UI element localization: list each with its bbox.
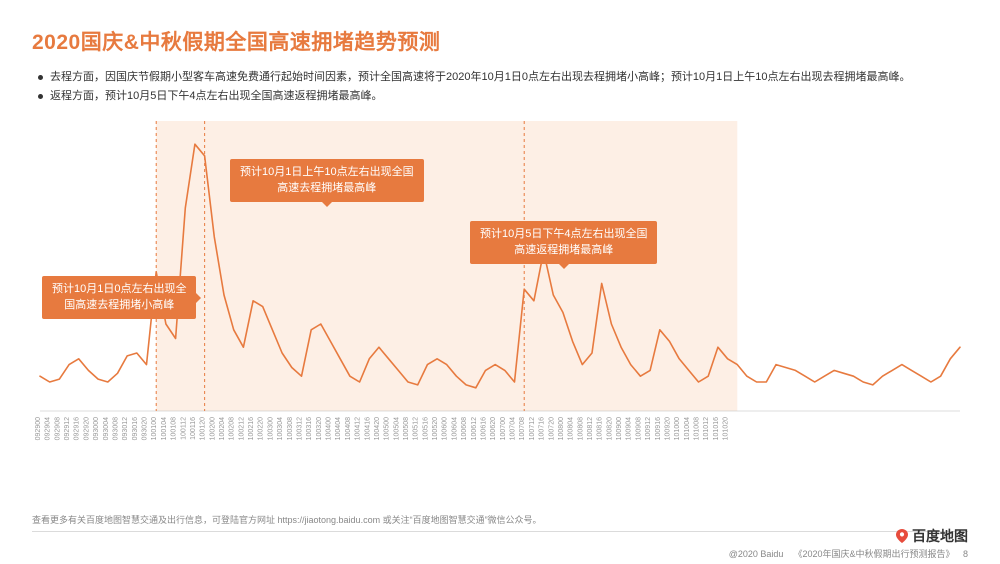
baidu-maps-logo: 百度地图: [896, 526, 968, 546]
logo-text: 百度地图: [912, 526, 968, 546]
copyright-line: @2020 Baidu 《2020年国庆&中秋假期出行预测报告》 8: [729, 547, 968, 560]
svg-text:100700: 100700: [500, 417, 507, 440]
svg-text:100316: 100316: [306, 417, 313, 440]
svg-text:100716: 100716: [539, 417, 546, 440]
copyright-text: @2020 Baidu: [729, 549, 784, 559]
svg-text:100120: 100120: [200, 417, 207, 440]
svg-text:100116: 100116: [190, 417, 197, 440]
svg-text:100308: 100308: [287, 417, 294, 440]
svg-text:100804: 100804: [568, 417, 575, 440]
svg-text:092900: 092900: [35, 417, 42, 440]
footer-divider: [32, 531, 968, 532]
svg-text:101012: 101012: [703, 417, 710, 440]
svg-text:101020: 101020: [723, 417, 730, 440]
svg-text:100812: 100812: [587, 417, 594, 440]
svg-text:100608: 100608: [461, 417, 468, 440]
svg-text:100504: 100504: [393, 417, 400, 440]
svg-text:100604: 100604: [451, 417, 458, 440]
svg-text:100516: 100516: [422, 417, 429, 440]
svg-text:100612: 100612: [471, 417, 478, 440]
page-title: 2020国庆&中秋假期全国高速拥堵趋势预测: [32, 26, 968, 56]
svg-text:100300: 100300: [267, 417, 274, 440]
svg-text:100108: 100108: [171, 417, 178, 440]
svg-text:101016: 101016: [713, 417, 720, 440]
svg-text:100820: 100820: [606, 417, 613, 440]
svg-text:092920: 092920: [83, 417, 90, 440]
svg-text:093000: 093000: [93, 417, 100, 440]
svg-text:092912: 092912: [64, 417, 71, 440]
slide-root: 2020国庆&中秋假期全国高速拥堵趋势预测 去程方面，因国庆节假期小型客车高速免…: [0, 0, 1000, 564]
svg-text:100720: 100720: [548, 417, 555, 440]
svg-text:100304: 100304: [277, 417, 284, 440]
svg-text:100616: 100616: [480, 417, 487, 440]
svg-text:100708: 100708: [519, 417, 526, 440]
footnote-text: 查看更多有关百度地图智慧交通及出行信息，可登陆官方网址 https://jiao…: [32, 513, 542, 526]
svg-text:100200: 100200: [209, 417, 216, 440]
svg-text:100412: 100412: [355, 417, 362, 440]
svg-text:093016: 093016: [132, 417, 139, 440]
svg-text:100600: 100600: [442, 417, 449, 440]
svg-text:100704: 100704: [510, 417, 517, 440]
svg-text:100100: 100100: [151, 417, 158, 440]
svg-text:100420: 100420: [374, 417, 381, 440]
svg-text:100416: 100416: [364, 417, 371, 440]
svg-text:100508: 100508: [403, 417, 410, 440]
svg-text:101004: 101004: [684, 417, 691, 440]
bullet-item: 去程方面，因国庆节假期小型客车高速免费通行起始时间因素，预计全国高速将于2020…: [38, 68, 968, 87]
svg-text:100908: 100908: [635, 417, 642, 440]
svg-text:100104: 100104: [161, 417, 168, 440]
bullet-list: 去程方面，因国庆节假期小型客车高速免费通行起始时间因素，预计全国高速将于2020…: [32, 68, 968, 105]
svg-text:100216: 100216: [248, 417, 255, 440]
svg-text:100808: 100808: [577, 417, 584, 440]
svg-text:100212: 100212: [238, 417, 245, 440]
svg-text:100204: 100204: [219, 417, 226, 440]
svg-text:100500: 100500: [384, 417, 391, 440]
chart-annotation: 预计10月1日上午10点左右出现全国高速去程拥堵最高峰: [230, 159, 424, 202]
svg-text:093012: 093012: [122, 417, 129, 440]
svg-text:100312: 100312: [296, 417, 303, 440]
svg-text:100620: 100620: [490, 417, 497, 440]
svg-text:092908: 092908: [54, 417, 61, 440]
svg-text:100408: 100408: [345, 417, 352, 440]
svg-text:093020: 093020: [142, 417, 149, 440]
svg-text:100912: 100912: [645, 417, 652, 440]
svg-text:092916: 092916: [74, 417, 81, 440]
svg-text:100400: 100400: [326, 417, 333, 440]
svg-text:100220: 100220: [258, 417, 265, 440]
svg-text:100920: 100920: [664, 417, 671, 440]
map-pin-icon: [896, 529, 908, 543]
svg-text:100404: 100404: [335, 417, 342, 440]
svg-text:100520: 100520: [432, 417, 439, 440]
report-name: 《2020年国庆&中秋假期出行预测报告》: [793, 549, 954, 559]
svg-text:101000: 101000: [674, 417, 681, 440]
svg-text:100320: 100320: [316, 417, 323, 440]
traffic-trend-chart: 0929000929040929080929120929160929200930…: [32, 111, 968, 461]
svg-text:100512: 100512: [413, 417, 420, 440]
footer-right: 百度地图: [896, 526, 968, 546]
bullet-item: 返程方面，预计10月5日下午4点左右出现全国高速返程拥堵最高峰。: [38, 87, 968, 106]
svg-text:100816: 100816: [597, 417, 604, 440]
svg-text:092904: 092904: [45, 417, 52, 440]
svg-text:100800: 100800: [558, 417, 565, 440]
svg-text:093004: 093004: [103, 417, 110, 440]
svg-text:100712: 100712: [529, 417, 536, 440]
chart-annotation: 预计10月1日0点左右出现全国高速去程拥堵小高峰: [42, 276, 196, 319]
chart-annotation: 预计10月5日下午4点左右出现全国高速返程拥堵最高峰: [470, 221, 657, 264]
svg-text:100112: 100112: [180, 417, 187, 440]
svg-text:100916: 100916: [655, 417, 662, 440]
svg-text:093008: 093008: [112, 417, 119, 440]
svg-text:100904: 100904: [626, 417, 633, 440]
page-number: 8: [963, 549, 968, 559]
svg-text:101008: 101008: [694, 417, 701, 440]
svg-text:100900: 100900: [616, 417, 623, 440]
svg-text:100208: 100208: [229, 417, 236, 440]
